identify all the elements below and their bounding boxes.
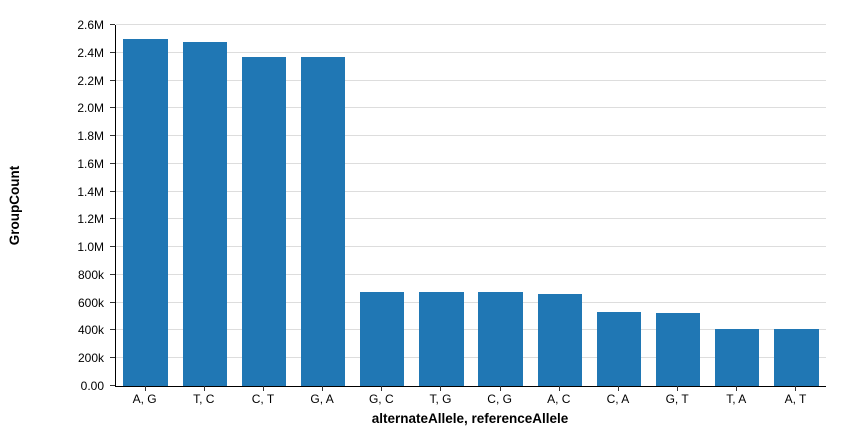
x-tick-label: A, C — [547, 392, 571, 406]
y-tick-mark — [110, 218, 115, 220]
x-tick-mark — [499, 386, 501, 391]
y-tick-mark — [110, 51, 115, 53]
bar-a-g — [123, 38, 168, 386]
gridline — [116, 246, 826, 248]
x-tick-mark — [558, 386, 560, 391]
x-tick-label: A, G — [132, 392, 157, 406]
y-axis: 0.00 200k 400k 600k 800k 1.0M 1.2M 1.4M 1.6M 1.8M… — [0, 18, 115, 393]
y-tick-label: 2.4M — [77, 45, 104, 60]
y-tick-mark — [110, 24, 115, 25]
x-tick-mark — [736, 386, 738, 391]
gridline — [116, 162, 826, 164]
bar-band — [708, 25, 767, 386]
bar-t-a — [715, 329, 760, 386]
bar-c-g — [478, 292, 523, 386]
y-tick-mark — [110, 329, 115, 331]
x-tick-label: T, C — [193, 392, 215, 406]
bar-band — [234, 25, 293, 386]
y-tick-mark — [110, 301, 115, 303]
bar-g-t — [655, 312, 701, 386]
bar-g-a — [300, 56, 346, 386]
bar-band — [530, 25, 589, 386]
bar-a-t — [774, 329, 819, 386]
x-tick-mark — [322, 386, 324, 391]
x-tick-mark — [262, 386, 264, 391]
gridline — [116, 190, 826, 192]
bar-a-c — [537, 293, 582, 386]
y-tick-label: 600k — [77, 295, 104, 310]
gridline — [116, 107, 826, 109]
x-axis-title: alternateAllele, referenceAllele — [371, 411, 569, 426]
x-tick-mark — [617, 386, 619, 391]
y-tick-label: 1.0M — [77, 240, 104, 255]
y-tick-mark — [110, 135, 115, 137]
bar-c-a — [596, 312, 642, 386]
x-tick-label: G, T — [665, 392, 689, 406]
y-tick-label: 1.8M — [77, 129, 104, 144]
y-tick-label: 1.4M — [77, 184, 104, 199]
y-tick-label: 1.6M — [77, 156, 104, 171]
gridline — [116, 218, 826, 220]
x-tick-label: C, G — [487, 392, 512, 406]
bar-t-c — [182, 41, 227, 386]
bar-band — [649, 25, 708, 386]
x-tick-label: T, G — [429, 392, 452, 406]
y-tick-mark — [110, 107, 115, 109]
bars — [116, 25, 826, 386]
x-tick-label: C, A — [606, 392, 630, 406]
y-tick-label: 400k — [77, 323, 104, 338]
gridline — [116, 329, 826, 331]
gridline — [116, 51, 826, 53]
bar-band — [353, 25, 412, 386]
x-tick-label: G, A — [310, 392, 334, 406]
x-tick-mark — [144, 386, 146, 391]
x-tick-mark — [381, 386, 383, 391]
bar-g-c — [360, 291, 405, 386]
y-tick-mark — [110, 246, 115, 248]
bar-c-t — [241, 56, 287, 386]
y-tick-mark — [110, 273, 115, 275]
bar-t-g — [419, 291, 464, 386]
bar-band — [412, 25, 471, 386]
x-tick-label: G, C — [368, 392, 394, 406]
x-tick-label: C, T — [251, 392, 275, 406]
y-tick-mark — [110, 357, 115, 359]
y-tick-label: 2.2M — [77, 73, 104, 88]
bar-band — [767, 25, 826, 386]
y-tick-mark — [110, 385, 115, 386]
y-tick-mark — [110, 79, 115, 81]
x-axis-labels: A, G T, C C, T G, A G, C T, G C, G A, C C, A G, T… — [115, 392, 825, 406]
y-tick-mark — [110, 162, 115, 164]
gridline — [116, 24, 826, 25]
bar-band — [175, 25, 234, 386]
x-tick-mark — [677, 386, 679, 391]
bar-band — [294, 25, 353, 386]
bar-band — [116, 25, 175, 386]
y-tick-label: 2.0M — [77, 101, 104, 116]
gridline — [116, 79, 826, 81]
plot-area — [115, 24, 826, 387]
y-tick-mark — [110, 190, 115, 192]
x-tick-mark — [795, 386, 797, 391]
gridline — [116, 273, 826, 275]
x-tick-mark — [203, 386, 205, 391]
y-tick-label: 800k — [77, 267, 104, 282]
bar-band — [589, 25, 648, 386]
y-tick-label: 200k — [77, 351, 104, 366]
y-tick-label: 1.2M — [77, 212, 104, 227]
x-tick-mark — [440, 386, 442, 391]
bar-band — [471, 25, 530, 386]
gridline — [116, 357, 826, 359]
x-tick-label: A, T — [784, 392, 807, 406]
gridline — [116, 135, 826, 137]
x-tick-label: T, A — [726, 392, 747, 406]
y-tick-label: 2.6M — [77, 18, 104, 32]
gridline — [116, 301, 826, 303]
y-tick-label: 0.00 — [80, 379, 104, 393]
